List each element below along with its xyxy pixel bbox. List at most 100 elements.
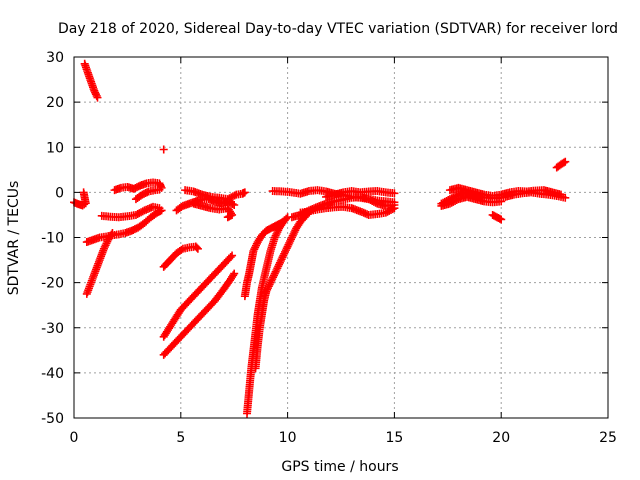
data-point	[251, 243, 260, 252]
data-point	[228, 200, 237, 209]
series-track-n	[189, 199, 237, 222]
data-point	[177, 245, 186, 254]
series-track-h	[159, 145, 168, 154]
data-point	[263, 284, 272, 293]
data-point	[390, 189, 399, 198]
series-track-f	[110, 178, 166, 195]
data-point	[273, 228, 282, 237]
data-point	[230, 269, 239, 278]
data-point	[226, 253, 235, 262]
data-point	[92, 91, 101, 100]
x-axis-label: GPS time / hours	[281, 459, 398, 475]
y-tick-label: 20	[46, 95, 64, 111]
data-point	[249, 247, 258, 256]
data-point	[279, 251, 288, 260]
y-tick-label: -10	[41, 231, 64, 247]
data-point	[99, 244, 108, 253]
data-point	[275, 258, 284, 267]
data-point	[288, 231, 297, 240]
series-track-x	[437, 192, 506, 210]
data-point	[155, 185, 164, 194]
data-point	[228, 251, 237, 260]
x-tick-label: 15	[385, 430, 403, 446]
data-points	[70, 59, 570, 418]
series-track-j	[159, 251, 237, 341]
y-tick-label: -50	[41, 411, 64, 427]
data-point	[155, 204, 164, 213]
data-point	[250, 245, 259, 254]
y-axis-label: SDTVAR / TECUs	[6, 181, 22, 296]
y-tick-label: 30	[46, 50, 64, 66]
series-track-q	[251, 208, 313, 373]
data-point	[561, 193, 570, 202]
x-tick-label: 0	[70, 430, 79, 446]
data-point	[230, 201, 239, 210]
y-tick-label: -40	[41, 366, 64, 382]
y-tick-label: 10	[46, 140, 64, 156]
chart-title: Day 218 of 2020, Sidereal Day-to-day VTE…	[58, 21, 618, 37]
series-track-u	[287, 192, 399, 222]
data-point	[223, 213, 232, 222]
data-point	[264, 282, 273, 291]
axis-ticks: 0 5 10 15 20 25 30 20 10 0 -10 -20 -30 -40 -50	[41, 50, 617, 446]
series-track-k	[159, 269, 239, 359]
series-track-v	[322, 187, 399, 201]
data-point	[265, 280, 274, 289]
data-point	[284, 240, 293, 249]
data-point	[272, 265, 281, 274]
data-point	[281, 247, 290, 256]
data-point	[287, 233, 296, 242]
data-point	[276, 256, 285, 265]
data-point	[279, 217, 288, 226]
data-point	[273, 264, 282, 273]
data-point	[497, 197, 506, 206]
data-point	[561, 157, 570, 166]
data-point	[274, 262, 283, 271]
data-point	[286, 237, 295, 246]
data-point	[100, 242, 109, 251]
data-point	[230, 191, 239, 200]
data-point	[275, 260, 284, 269]
x-tick-label: 10	[279, 430, 297, 446]
data-point	[267, 276, 276, 285]
x-tick-label: 20	[492, 430, 510, 446]
data-point	[193, 244, 202, 253]
data-point	[251, 241, 260, 250]
data-point	[93, 93, 102, 102]
series-track-za	[552, 157, 570, 172]
data-point	[263, 285, 272, 294]
data-point	[390, 201, 399, 210]
data-point	[102, 239, 111, 248]
data-point	[101, 241, 110, 250]
data-point	[280, 249, 289, 258]
data-point	[270, 269, 279, 278]
x-tick-label: 25	[599, 430, 617, 446]
data-point	[269, 271, 278, 280]
data-point	[271, 267, 280, 276]
series-track-d	[82, 206, 166, 247]
data-point	[287, 235, 296, 244]
data-point	[283, 242, 292, 251]
data-point	[268, 275, 277, 284]
data-point	[559, 158, 568, 167]
data-point	[271, 231, 280, 240]
data-point	[269, 273, 278, 282]
y-tick-label: 0	[55, 185, 64, 201]
x-tick-label: 5	[176, 430, 185, 446]
data-point	[159, 145, 168, 154]
data-point	[192, 243, 201, 252]
series-track-b	[80, 59, 102, 102]
data-point	[262, 287, 271, 296]
data-point	[289, 229, 298, 238]
data-point	[79, 188, 88, 197]
data-point	[266, 278, 275, 287]
data-point	[281, 246, 290, 255]
data-point	[278, 253, 287, 262]
data-point	[497, 215, 506, 224]
data-point	[229, 271, 238, 280]
series-track-p	[240, 217, 288, 301]
series-track-r	[238, 188, 249, 198]
data-point	[270, 233, 279, 242]
y-tick-label: -20	[41, 276, 64, 292]
